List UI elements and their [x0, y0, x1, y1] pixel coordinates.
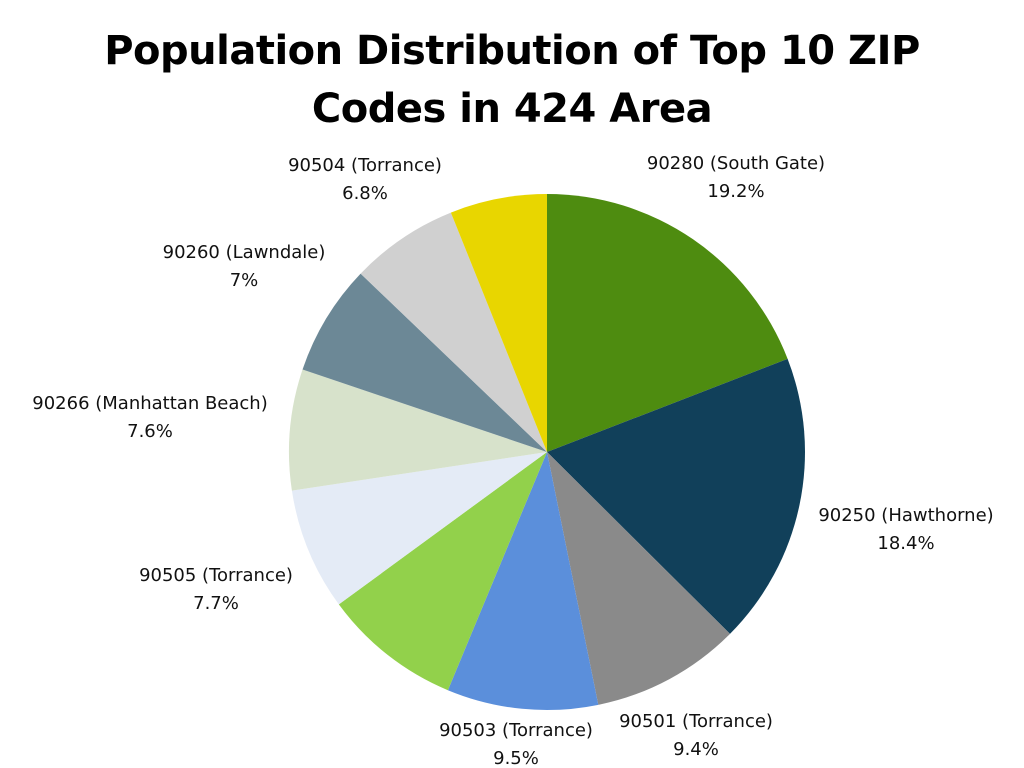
slice-label: 90250 (Hawthorne) — [818, 505, 993, 526]
slice-value-label: 7.7% — [193, 593, 239, 614]
slice-label: 90503 (Torrance) — [439, 720, 593, 741]
slice-value-label: 6.8% — [342, 183, 388, 204]
slice-label: 90505 (Torrance) — [139, 565, 293, 586]
pie-slice — [291, 452, 547, 605]
pie-slice — [338, 452, 547, 691]
chart-title: Population Distribution of Top 10 ZIP Co… — [0, 22, 1024, 138]
pie-slice — [547, 194, 788, 452]
pie-slice — [547, 452, 730, 705]
slice-label: 90501 (Torrance) — [619, 711, 773, 732]
pie-slice — [447, 452, 599, 710]
pie-slice — [288, 369, 547, 491]
slice-label: 90260 (Lawndale) — [163, 242, 326, 263]
slice-label: 90280 (South Gate) — [647, 153, 825, 174]
slice-label: 90504 (Torrance) — [288, 155, 442, 176]
pie-slice — [302, 273, 547, 452]
slice-value-label: 9.5% — [493, 748, 539, 768]
slice-value-label: 18.4% — [877, 533, 934, 554]
chart-title-line-2: Codes in 424 Area — [311, 86, 713, 132]
pie-slice — [450, 193, 547, 452]
slice-label: 90266 (Manhattan Beach) — [32, 393, 267, 414]
slice-value-label: 7% — [230, 270, 259, 291]
chart-title-line-1: Population Distribution of Top 10 ZIP — [104, 28, 920, 74]
slice-value-label: 7.6% — [127, 421, 173, 442]
pie-labels: 90280 (South Gate) 19.2% 90250 (Hawthorne)… — [32, 153, 993, 768]
pie-slice — [360, 212, 547, 452]
pie-slice — [547, 358, 805, 634]
slice-value-label: 9.4% — [673, 739, 719, 760]
pie-slices — [288, 193, 805, 710]
slice-value-label: 19.2% — [707, 181, 764, 202]
